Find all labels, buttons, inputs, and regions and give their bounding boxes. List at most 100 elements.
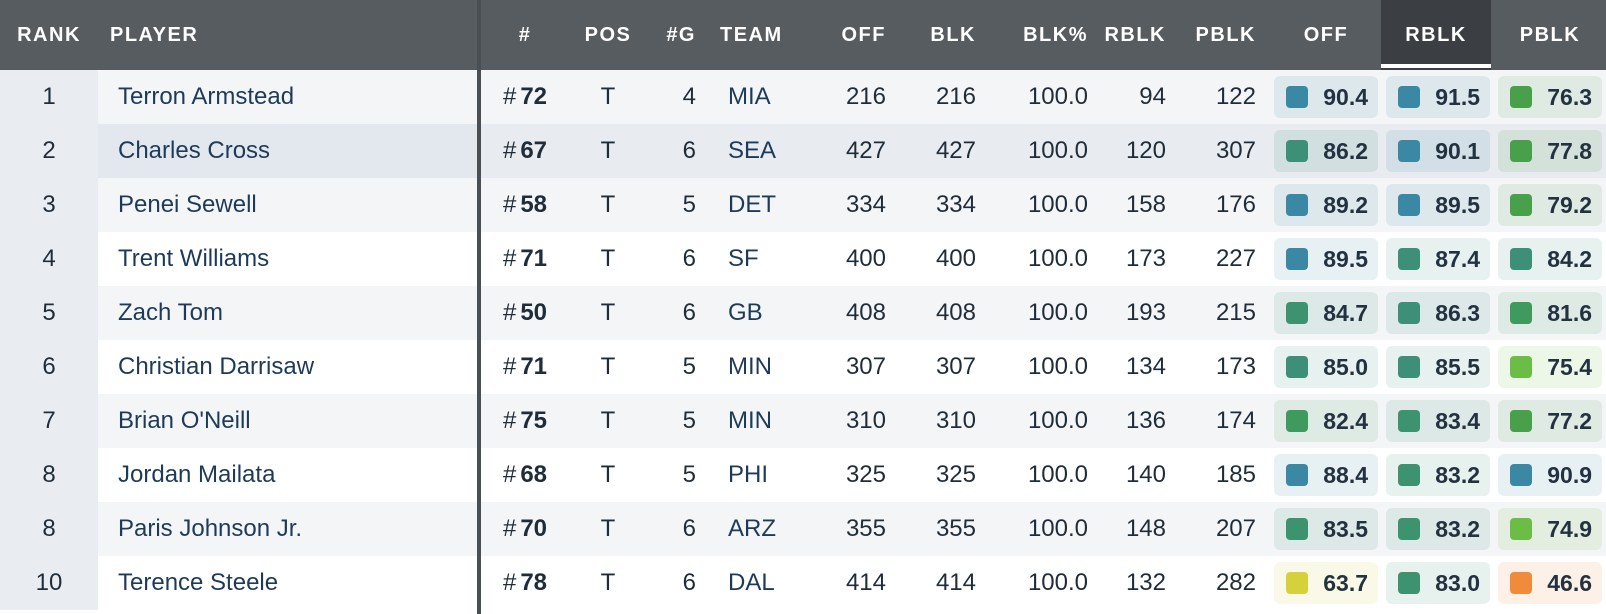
rblk-grade-badge: 87.4 (1386, 238, 1490, 280)
table-row[interactable]: 8 Paris Johnson Jr. #70 T 6 ARZ 355 355 … (0, 502, 1606, 556)
jersey-number: #78 (480, 556, 570, 610)
col-header-pos[interactable]: POS (584, 24, 632, 46)
jersey-number: #71 (480, 340, 570, 394)
hash-symbol: # (502, 137, 517, 164)
pblk-grade-value: 84.2 (1547, 246, 1592, 272)
position-cell: T (600, 191, 616, 218)
jersey-number-value: 50 (520, 299, 548, 326)
col-header-team[interactable]: TEAM (720, 24, 783, 46)
pblk-grade-value: 74.9 (1547, 516, 1592, 542)
table-row[interactable]: 4 Trent Williams #71 T 6 SF 400 400 100.… (0, 232, 1606, 286)
rblk-grade-badge: 90.1 (1386, 130, 1490, 172)
table-row[interactable]: 3 Penei Sewell #58 T 5 DET 334 334 100.0… (0, 178, 1606, 232)
col-header-blk-pct[interactable]: BLK% (1023, 24, 1088, 46)
rblk-grade-value: 83.2 (1435, 516, 1480, 542)
col-header-rank[interactable]: RANK (17, 24, 81, 46)
team-link[interactable]: DAL (728, 569, 775, 596)
blk-snaps-cell: 414 (935, 569, 976, 596)
player-name-link[interactable]: Jordan Mailata (98, 448, 478, 502)
player-name-link[interactable]: Penei Sewell (98, 178, 478, 232)
team-link[interactable]: DET (728, 191, 776, 218)
table-row[interactable]: 1 Terron Armstead #72 T 4 MIA 216 216 10… (0, 70, 1606, 124)
blk-snaps-cell: 355 (935, 515, 976, 542)
blk-pct-cell: 100.0 (1027, 245, 1088, 272)
rblk-grade-value: 89.5 (1435, 192, 1480, 218)
games-cell: 5 (682, 407, 696, 434)
off-snaps-cell: 310 (845, 407, 886, 434)
table-row[interactable]: 10 Terence Steele #78 T 6 DAL 414 414 10… (0, 556, 1606, 610)
hash-symbol: # (502, 569, 517, 596)
jersey-number-value: 67 (520, 137, 548, 164)
off-snaps-cell: 355 (845, 515, 886, 542)
off-grade-value: 63.7 (1323, 570, 1368, 596)
col-header-rblk-snaps[interactable]: RBLK (1104, 24, 1166, 46)
table-row[interactable]: 6 Christian Darrisaw #71 T 5 MIN 307 307… (0, 340, 1606, 394)
jersey-number: #58 (480, 178, 570, 232)
off-snaps-cell: 400 (845, 245, 886, 272)
col-header-off-snaps[interactable]: OFF (841, 24, 886, 46)
col-header-player[interactable]: PLAYER (110, 24, 199, 46)
table-row[interactable]: 5 Zach Tom #50 T 6 GB 408 408 100.0 193 … (0, 286, 1606, 340)
rank-cell: 3 (0, 178, 98, 232)
grade-color-swatch (1286, 572, 1308, 594)
hash-symbol: # (502, 83, 517, 110)
table-row[interactable]: 2 Charles Cross #67 T 6 SEA 427 427 100.… (0, 124, 1606, 178)
jersey-number-value: 72 (520, 83, 548, 110)
player-name-link[interactable]: Terence Steele (98, 556, 478, 610)
off-grade-badge: 88.4 (1274, 454, 1378, 496)
table-row[interactable]: 8 Jordan Mailata #68 T 5 PHI 325 325 100… (0, 448, 1606, 502)
grade-color-swatch (1510, 410, 1532, 432)
grade-color-swatch (1510, 572, 1532, 594)
rank-cell: 6 (0, 340, 98, 394)
grade-color-swatch (1510, 518, 1532, 540)
hash-symbol: # (502, 515, 517, 542)
jersey-number-value: 78 (520, 569, 548, 596)
team-link[interactable]: SEA (728, 137, 777, 164)
pblk-snaps-cell: 227 (1215, 245, 1256, 272)
table-row[interactable]: 7 Brian O'Neill #75 T 5 MIN 310 310 100.… (0, 394, 1606, 448)
col-header-games[interactable]: #G (666, 24, 696, 46)
pblk-grade-badge: 75.4 (1498, 346, 1602, 388)
grade-color-swatch (1398, 302, 1420, 324)
team-link[interactable]: PHI (728, 461, 769, 488)
rank-cell: 2 (0, 124, 98, 178)
blk-snaps-cell: 307 (935, 353, 976, 380)
grade-color-swatch (1398, 464, 1420, 486)
rblk-grade-badge: 85.5 (1386, 346, 1490, 388)
col-header-grade-rblk[interactable]: RBLK (1381, 0, 1491, 70)
player-name-link[interactable]: Christian Darrisaw (98, 340, 478, 394)
team-link[interactable]: SF (728, 245, 759, 272)
position-cell: T (600, 299, 616, 326)
player-name-link[interactable]: Paris Johnson Jr. (98, 502, 478, 556)
team-link[interactable]: MIA (728, 83, 771, 110)
player-name-link[interactable]: Zach Tom (98, 286, 478, 340)
grade-color-swatch (1398, 572, 1420, 594)
pblk-grade-value: 76.3 (1547, 84, 1592, 110)
games-cell: 6 (682, 245, 696, 272)
table-body: 1 Terron Armstead #72 T 4 MIA 216 216 10… (0, 70, 1606, 610)
off-grade-badge: 90.4 (1274, 76, 1378, 118)
col-header-pblk-snaps[interactable]: PBLK (1195, 24, 1256, 46)
blk-snaps-cell: 216 (935, 83, 976, 110)
hash-symbol: # (502, 407, 517, 434)
col-header-blk[interactable]: BLK (930, 24, 976, 46)
pblk-grade-value: 90.9 (1547, 462, 1592, 488)
rblk-snaps-cell: 132 (1125, 569, 1166, 596)
player-name-link[interactable]: Trent Williams (98, 232, 478, 286)
grade-color-swatch (1286, 410, 1308, 432)
player-name-link[interactable]: Brian O'Neill (98, 394, 478, 448)
team-link[interactable]: ARZ (728, 515, 776, 542)
team-link[interactable]: GB (728, 299, 763, 326)
col-header-grade-pblk[interactable]: PBLK (1519, 24, 1581, 46)
team-link[interactable]: MIN (728, 407, 772, 434)
off-grade-badge: 63.7 (1274, 562, 1378, 604)
player-name-link[interactable]: Charles Cross (98, 124, 478, 178)
team-link[interactable]: MIN (728, 353, 772, 380)
blk-snaps-cell: 325 (935, 461, 976, 488)
rblk-snaps-cell: 173 (1125, 245, 1166, 272)
blk-snaps-cell: 408 (935, 299, 976, 326)
grade-color-swatch (1286, 86, 1308, 108)
col-header-number[interactable]: # (518, 24, 532, 46)
player-name-link[interactable]: Terron Armstead (98, 70, 478, 124)
col-header-grade-off[interactable]: OFF (1303, 24, 1349, 46)
